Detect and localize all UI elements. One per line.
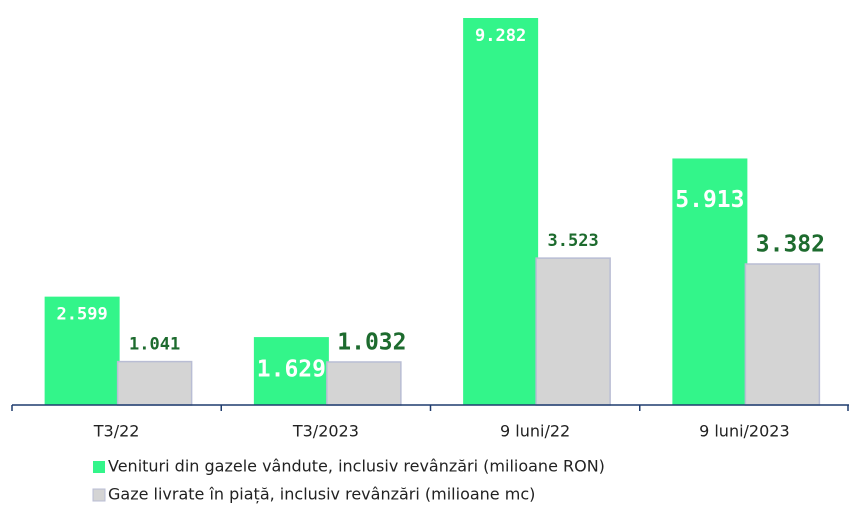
value-label: 3.523 (548, 231, 599, 251)
bar (44, 296, 120, 405)
x-tick-label: T3/2023 (292, 422, 359, 441)
bar (116, 360, 193, 406)
bar (744, 263, 821, 406)
x-tick-label: 9 luni/2023 (699, 422, 790, 441)
value-label: 1.629 (257, 357, 326, 383)
bar (463, 18, 539, 405)
bar (253, 337, 329, 405)
value-label: 5.913 (675, 187, 744, 213)
x-tick-label: T3/22 (93, 422, 140, 441)
value-label: 1.032 (337, 329, 406, 355)
bar (672, 158, 748, 405)
value-label: 9.282 (475, 26, 526, 46)
value-label: 3.382 (756, 231, 825, 257)
legend-swatch (92, 488, 106, 502)
bar (535, 257, 611, 406)
value-label: 2.599 (57, 305, 108, 325)
legend-label: Venituri din gazele vândute, inclusiv re… (108, 457, 605, 476)
legend-label: Gaze livrate în piață, inclusiv revânzăr… (108, 485, 535, 504)
x-tick-label: 9 luni/22 (500, 422, 570, 441)
value-label: 1.041 (129, 335, 180, 355)
legend-swatch (93, 461, 105, 473)
bar (326, 361, 402, 406)
